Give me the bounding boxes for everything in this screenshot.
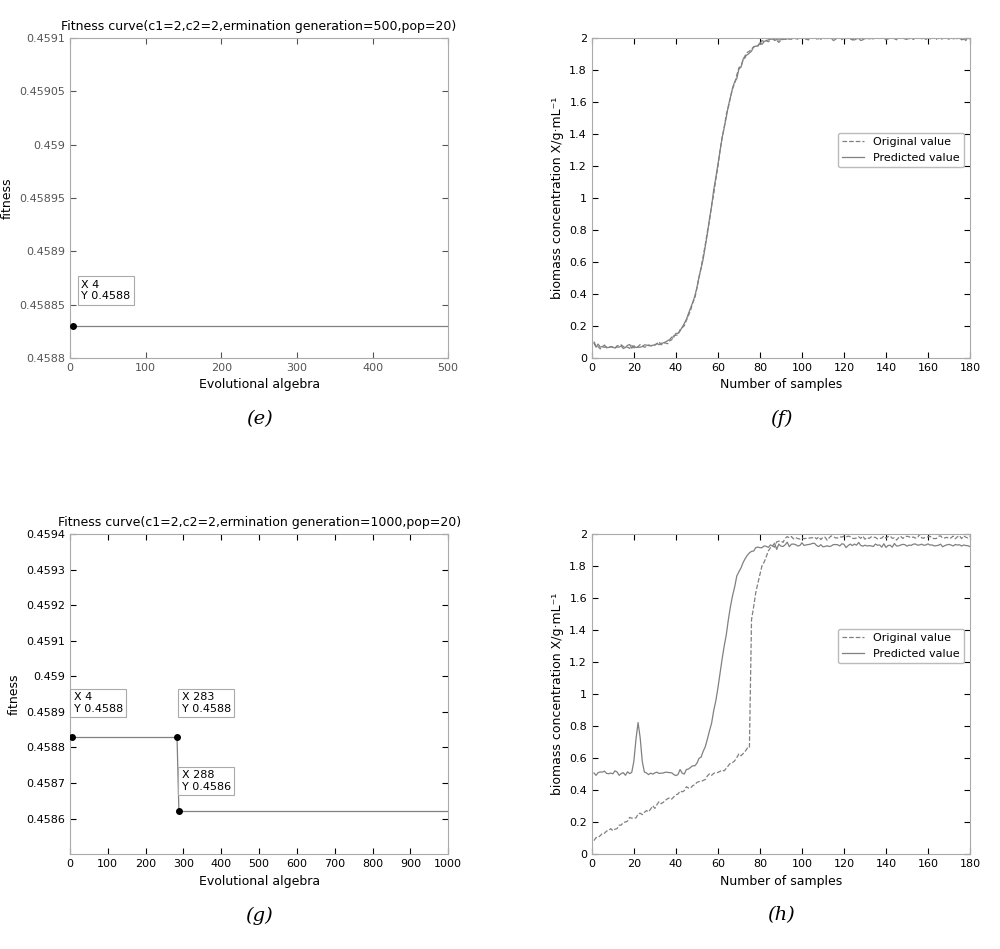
Original value <box>594 830 606 842</box>
Text: X 4
Y 0.4588: X 4 Y 0.4588 <box>74 692 123 714</box>
Text: X 283
Y 0.4588: X 283 Y 0.4588 <box>182 692 231 714</box>
Legend: Original value, Predicted value: Original value, Predicted value <box>838 629 964 663</box>
Y-axis label: biomass concentration X/g·mL⁻¹: biomass concentration X/g·mL⁻¹ <box>551 593 564 795</box>
Predicted value <box>634 342 646 353</box>
Original value <box>588 835 600 847</box>
Text: (f): (f) <box>770 410 792 428</box>
Predicted value <box>964 541 976 552</box>
Y-axis label: fitness: fitness <box>8 674 21 715</box>
Original value <box>924 33 936 45</box>
Line: Predicted value: Predicted value <box>594 542 970 775</box>
X-axis label: Evolutional algebra: Evolutional algebra <box>199 875 320 887</box>
Title: Fitness curve(c1=2,c2=2,ermination generation=1000,pop=20): Fitness curve(c1=2,c2=2,ermination gener… <box>58 515 461 529</box>
Original value <box>666 793 678 805</box>
Original value <box>914 529 926 540</box>
Predicted value <box>956 540 968 551</box>
Predicted value <box>670 770 682 781</box>
Line: Original value: Original value <box>594 35 970 349</box>
Text: X 4
Y 0.4588: X 4 Y 0.4588 <box>81 280 131 302</box>
X-axis label: Evolutional algebra: Evolutional algebra <box>199 379 320 391</box>
Predicted value <box>926 31 938 43</box>
X-axis label: Number of samples: Number of samples <box>720 379 842 391</box>
Predicted value <box>632 716 644 728</box>
Predicted value <box>594 342 606 353</box>
Title: Fitness curve(c1=2,c2=2,ermination generation=500,pop=20): Fitness curve(c1=2,c2=2,ermination gener… <box>61 20 457 32</box>
Original value <box>953 530 965 542</box>
Y-axis label: fitness: fitness <box>1 177 14 218</box>
Legend: Original value, Predicted value: Original value, Predicted value <box>838 133 964 167</box>
Original value <box>634 339 646 350</box>
Text: (h): (h) <box>767 906 795 924</box>
Original value <box>594 344 606 355</box>
Line: Predicted value: Predicted value <box>594 35 970 348</box>
Predicted value <box>588 768 600 779</box>
Predicted value <box>666 767 678 778</box>
Predicted value <box>926 539 938 550</box>
Text: (e): (e) <box>246 410 272 428</box>
Y-axis label: biomass concentration X/g·mL⁻¹: biomass concentration X/g·mL⁻¹ <box>551 97 564 299</box>
Predicted value <box>668 331 680 343</box>
Predicted value <box>733 566 745 577</box>
Original value <box>964 530 976 542</box>
Predicted value <box>813 29 825 41</box>
Original value <box>733 62 745 73</box>
Original value <box>668 330 680 342</box>
Line: Original value: Original value <box>594 534 970 841</box>
Original value <box>924 530 936 542</box>
Original value <box>632 809 644 820</box>
Predicted value <box>781 536 793 548</box>
X-axis label: Number of samples: Number of samples <box>720 875 842 887</box>
Original value <box>932 29 944 41</box>
Predicted value <box>594 766 606 777</box>
Original value <box>731 752 743 763</box>
Predicted value <box>956 32 968 44</box>
Original value <box>588 336 600 347</box>
Text: (g): (g) <box>245 906 273 924</box>
Predicted value <box>733 64 745 75</box>
Predicted value <box>964 33 976 45</box>
Original value <box>596 342 608 353</box>
Text: X 288
Y 0.4586: X 288 Y 0.4586 <box>182 771 231 792</box>
Predicted value <box>617 343 629 354</box>
Predicted value <box>588 338 600 349</box>
Original value <box>964 31 976 43</box>
Original value <box>956 34 968 46</box>
